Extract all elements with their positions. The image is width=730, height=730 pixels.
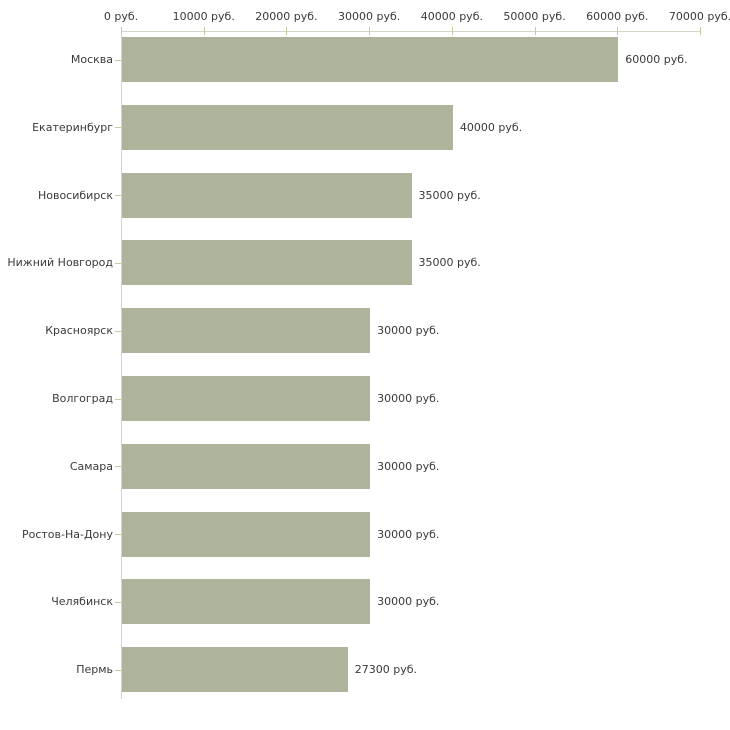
bar	[122, 104, 453, 150]
bar	[122, 376, 371, 421]
x-axis-tick-label: 30000 руб.	[338, 10, 401, 23]
bar	[122, 579, 371, 625]
category-tick	[115, 262, 121, 264]
x-axis-tick-label: 10000 руб.	[172, 10, 235, 23]
category-label: Пермь	[76, 663, 113, 677]
category-tick	[115, 669, 121, 671]
x-axis-tick-label: 0 руб.	[103, 10, 139, 23]
category-label: Екатеринбург	[32, 120, 113, 134]
x-axis-tick	[535, 27, 536, 35]
x-axis-tick-label: 60000 руб.	[586, 10, 649, 23]
value-label: 35000 руб.	[418, 188, 481, 202]
x-axis-tick	[369, 27, 370, 35]
x-axis-tick-label: 50000 руб.	[503, 10, 566, 23]
bar	[122, 647, 348, 693]
category-tick	[115, 195, 121, 197]
x-axis-tick-label: 70000 руб.	[668, 10, 730, 23]
value-label: 60000 руб.	[625, 53, 688, 66]
value-label: 27300 руб.	[354, 663, 418, 677]
category-tick	[115, 59, 121, 61]
x-axis-tick	[617, 27, 618, 35]
category-tick	[115, 127, 121, 129]
bar	[122, 443, 371, 489]
x-axis-tick-label: 40000 руб.	[420, 10, 483, 23]
y-axis-line	[121, 31, 122, 699]
value-label: 40000 руб.	[459, 120, 523, 134]
x-axis-tick	[121, 27, 122, 35]
bar	[122, 37, 619, 82]
category-label: Самара	[69, 459, 113, 473]
category-label: Нижний Новгород	[7, 256, 113, 270]
x-axis-tick	[204, 27, 205, 35]
x-axis-tick	[700, 27, 701, 35]
x-axis-line	[121, 31, 701, 32]
category-label: Ростов-На-Дону	[21, 527, 113, 541]
value-label: 30000 руб.	[377, 392, 440, 405]
value-label: 35000 руб.	[418, 256, 481, 270]
category-tick	[115, 534, 121, 536]
x-axis-tick	[286, 27, 287, 35]
bar	[122, 240, 412, 286]
category-label: Челябинск	[51, 595, 113, 609]
category-tick	[115, 466, 121, 468]
category-label: Волгоград	[52, 392, 113, 405]
value-label: 30000 руб.	[377, 459, 440, 473]
value-label: 30000 руб.	[377, 324, 440, 338]
bar	[122, 308, 371, 354]
value-label: 30000 руб.	[377, 527, 440, 541]
category-label: Новосибирск	[37, 188, 113, 202]
x-axis-tick-label: 20000 руб.	[255, 10, 318, 23]
category-label: Москва	[70, 53, 113, 66]
bar	[122, 511, 371, 557]
x-axis-tick	[452, 27, 453, 35]
bar	[122, 172, 412, 218]
category-tick	[115, 330, 121, 332]
value-label: 30000 руб.	[377, 595, 440, 609]
category-label: Красноярск	[45, 324, 113, 338]
category-tick	[115, 601, 121, 603]
category-tick	[115, 398, 121, 400]
